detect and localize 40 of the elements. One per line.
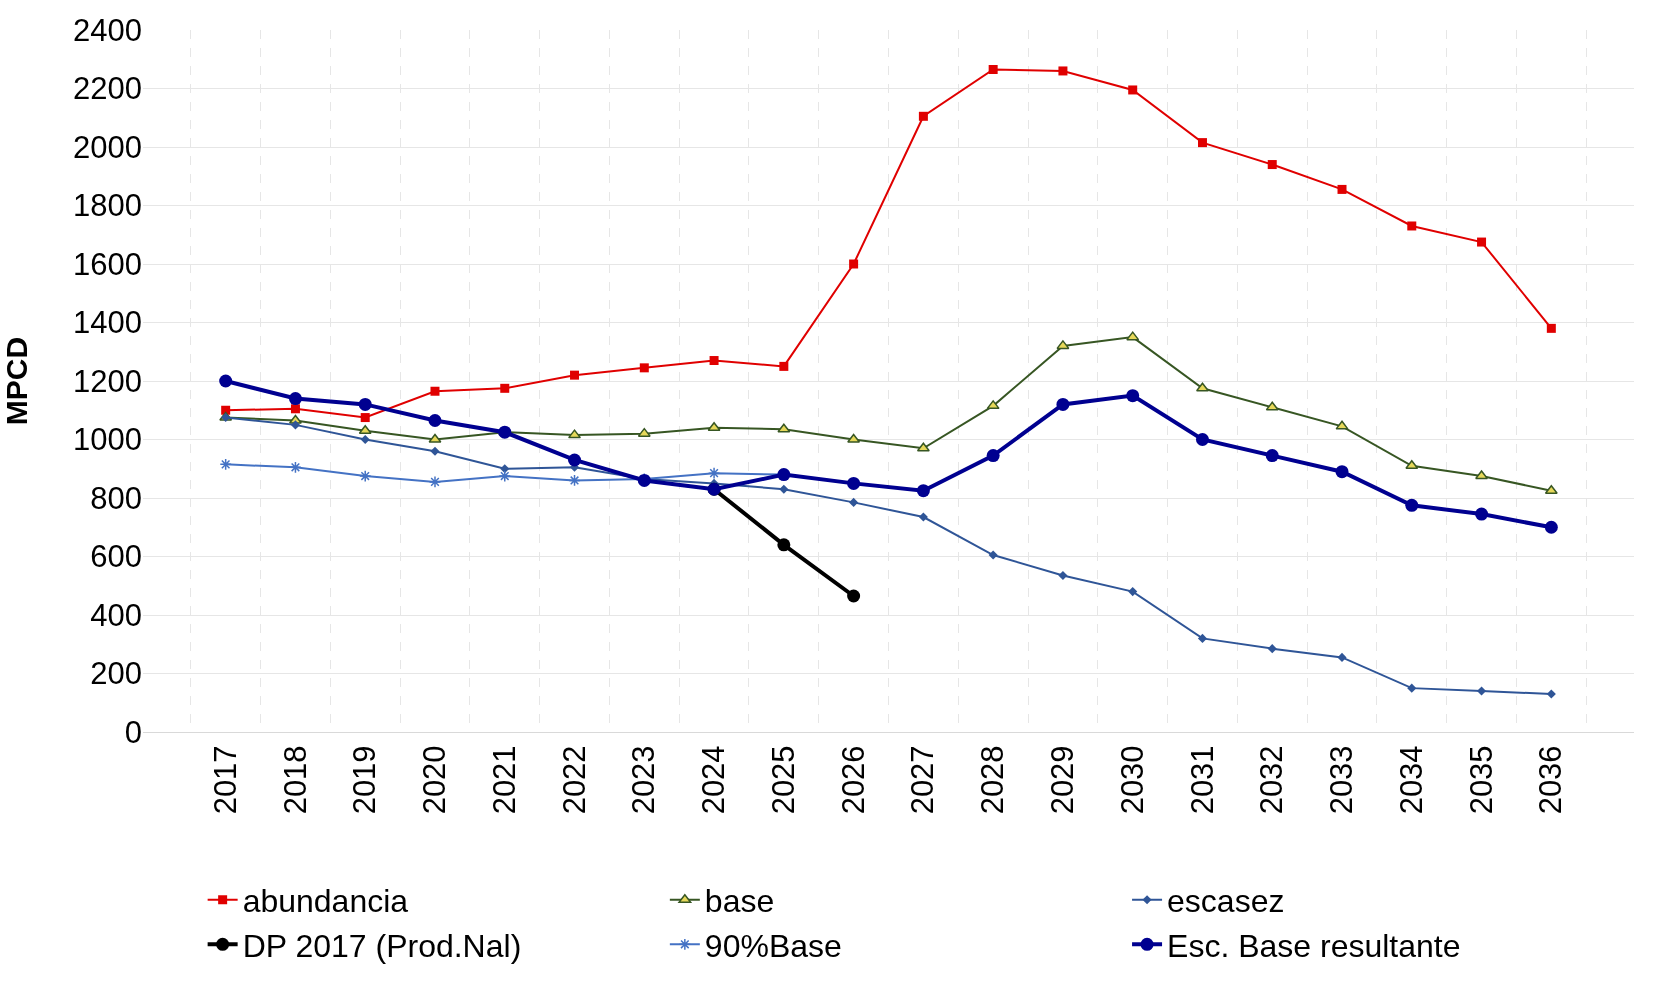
y-tick-label: 2000 [73, 129, 142, 165]
x-tick-label: 2027 [905, 745, 941, 815]
x-tick-label: 2031 [1184, 745, 1220, 815]
legend-label: DP 2017 (Prod.Nal) [242, 927, 522, 964]
x-tick-label: 2034 [1393, 745, 1429, 815]
y-tick-label: 2200 [73, 71, 142, 107]
x-tick-label: 2017 [207, 745, 243, 815]
x-tick-label: 2028 [975, 745, 1011, 815]
legend-label: 90%Base [704, 927, 842, 964]
y-tick-label: 1600 [73, 246, 142, 282]
y-tick-label: 0 [124, 714, 142, 750]
x-tick-label: 2020 [417, 745, 453, 815]
x-tick-label: 2036 [1533, 745, 1569, 815]
x-tick-label: 2019 [347, 745, 383, 815]
y-tick-label: 200 [90, 656, 142, 692]
legend-label: abundancia [242, 883, 409, 920]
x-tick-label: 2026 [835, 745, 871, 815]
x-tick-label: 2029 [1045, 745, 1081, 815]
x-tick-label: 2032 [1254, 745, 1290, 815]
legend-label: escasez [1167, 883, 1285, 920]
y-tick-label: 800 [90, 480, 142, 516]
x-tick-label: 2022 [556, 745, 592, 815]
y-axis-title: MPCD [0, 336, 33, 426]
x-tick-label: 2025 [765, 745, 801, 815]
x-tick-label: 2021 [486, 745, 522, 815]
x-tick-label: 2035 [1463, 745, 1499, 815]
y-tick-label: 1400 [73, 305, 142, 341]
y-tick-label: 400 [90, 597, 142, 633]
x-tick-label: 2024 [696, 745, 732, 815]
x-tick-label: 2023 [626, 745, 662, 815]
x-tick-label: 2018 [277, 745, 313, 815]
legend-label: base [704, 883, 775, 920]
y-tick-label: 1200 [73, 363, 142, 399]
x-tick-label: 2033 [1324, 745, 1360, 815]
y-tick-label: 1000 [73, 422, 142, 458]
y-tick-label: 2400 [73, 12, 142, 48]
y-tick-label: 1800 [73, 188, 142, 224]
legend-label: Esc. Base resultante [1167, 927, 1461, 964]
x-tick-label: 2030 [1114, 745, 1150, 815]
y-tick-label: 600 [90, 539, 142, 575]
